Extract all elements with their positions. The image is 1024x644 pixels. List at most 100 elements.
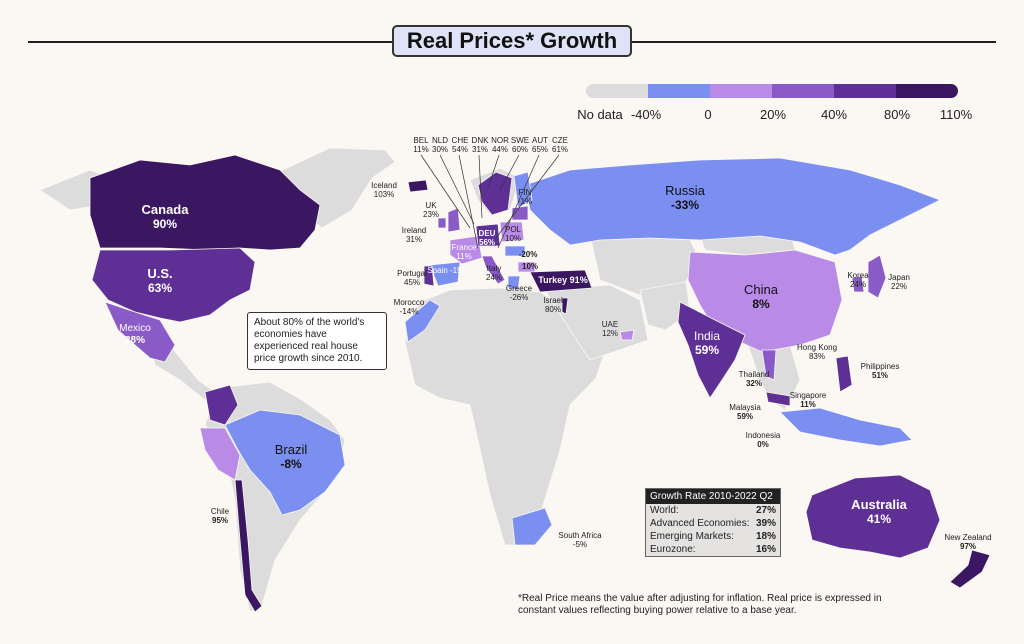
japan-shape[interactable]: [867, 254, 887, 299]
label-portugal: Portugal 45%: [397, 269, 427, 287]
europe-value-che: 54%: [451, 145, 469, 155]
europe-code-dnk: DNK: [471, 136, 489, 145]
hungary-shape[interactable]: [504, 245, 526, 257]
israel-shape[interactable]: [561, 297, 569, 315]
iceland-shape[interactable]: [407, 179, 429, 193]
legend-label-40: 40%: [820, 107, 848, 122]
legend-swatch-20-40: [772, 84, 834, 98]
legend-swatch-nodata: [586, 84, 648, 98]
label-india-value: 59%: [694, 342, 720, 357]
growth-row-label: Emerging Markets:: [650, 531, 734, 542]
label-uk-name: UK: [425, 201, 437, 210]
baltic-shape[interactable]: [511, 205, 529, 221]
label-italy-value: 24%: [485, 273, 503, 283]
mexico-shape[interactable]: [104, 301, 176, 363]
label-singapore: Singapore 11%: [790, 391, 826, 409]
southafrica-shape[interactable]: [511, 507, 553, 546]
indonesia-shape[interactable]: [779, 407, 913, 447]
label-canada-value: 90%: [152, 216, 178, 231]
middle-east-shape[interactable]: [544, 284, 649, 361]
portugal-shape[interactable]: [423, 265, 435, 287]
ireland-shape[interactable]: [437, 217, 447, 229]
label-greece-name: Greece: [505, 284, 533, 293]
chile-shape[interactable]: [234, 479, 263, 613]
africa-shape[interactable]: [404, 287, 607, 546]
legend-swatch-neg40-0: [648, 84, 710, 98]
label-ireland-name: Ireland: [401, 226, 427, 235]
legend-label-110: 110%: [939, 107, 973, 122]
title-rule-left: [28, 41, 394, 43]
growth-rate-title: Growth Rate 2010-2022 Q2: [646, 489, 780, 504]
label-hungary-text: -20%: [518, 250, 538, 259]
morocco-shape[interactable]: [404, 299, 441, 343]
greece-shape[interactable]: [507, 275, 521, 291]
label-russia: Russia -33%: [665, 183, 705, 213]
label-turkey-value: 91%: [569, 275, 588, 285]
label-france-value: 11%: [456, 252, 472, 262]
europe-value-nld: 30%: [431, 145, 449, 155]
pol-shape[interactable]: [499, 221, 525, 243]
label-israel: Israel 80%: [543, 296, 563, 314]
label-morocco-name: Morocco: [393, 298, 425, 307]
italy-shape[interactable]: [481, 255, 506, 285]
label-singapore-name: Singapore: [789, 391, 827, 400]
label-italy-name: Italy: [486, 264, 502, 273]
label-southafrica-value: -5%: [572, 540, 588, 550]
label-japan: Japan 22%: [888, 273, 910, 291]
label-hongkong-name: Hong Kong: [796, 343, 838, 352]
label-uae: UAE 12%: [602, 320, 618, 338]
label-southafrica: South Africa -5%: [558, 531, 601, 549]
note-box: About 80% of the world's economies have …: [247, 312, 387, 370]
legend-label-20: 20%: [759, 107, 787, 122]
spain-shape[interactable]: [429, 261, 461, 287]
label-greece: Greece -26%: [506, 284, 532, 302]
label-pol-value: 10%: [504, 234, 522, 244]
russia-shape[interactable]: [524, 157, 941, 256]
label-hungary-value: -20%: [519, 250, 538, 259]
turkey-shape[interactable]: [529, 269, 593, 293]
label-us: U.S. 63%: [147, 266, 172, 296]
malaysia-shape[interactable]: [765, 391, 791, 407]
us-shape[interactable]: [91, 247, 256, 323]
scandinavia-color-shape[interactable]: [477, 171, 513, 216]
label-turkey: Turkey 91%: [538, 275, 587, 285]
legend-swatch-0-20: [710, 84, 772, 98]
europe-label-aut: AUT 65%: [532, 136, 548, 154]
europe-label-dnk: DNK 31%: [472, 136, 489, 154]
legend-label-neg40: -40%: [630, 107, 662, 122]
europe-value-dnk: 31%: [471, 145, 489, 155]
brazil-shape[interactable]: [224, 409, 346, 516]
india-shape[interactable]: [677, 301, 746, 399]
label-china: China 8%: [744, 282, 778, 312]
uk-shape[interactable]: [447, 207, 461, 233]
europe-value-cze: 61%: [551, 145, 569, 155]
deu-shape[interactable]: [475, 223, 501, 247]
korea-shape[interactable]: [851, 275, 865, 293]
label-newzealand-name: New Zealand: [944, 533, 992, 542]
label-hongkong-value: 83%: [808, 352, 825, 362]
label-australia-name: Australia: [851, 497, 907, 512]
europe-label-bel: BEL 11%: [413, 136, 428, 154]
new-zealand-shape[interactable]: [949, 549, 991, 589]
colombia-shape[interactable]: [204, 384, 239, 426]
label-fin-name: FIN: [518, 188, 532, 197]
philippines-shape[interactable]: [835, 355, 853, 393]
canada-shape[interactable]: [89, 154, 321, 251]
growth-row: World: 27%: [646, 504, 780, 517]
australia-shape[interactable]: [805, 474, 941, 559]
europe-code-aut: AUT: [531, 136, 548, 145]
label-chile-value: 95%: [211, 516, 229, 526]
label-thailand-name: Thailand: [738, 370, 770, 379]
europe-value-aut: 65%: [531, 145, 549, 155]
label-brazil: Brazil -8%: [275, 442, 308, 472]
france-shape[interactable]: [449, 235, 483, 265]
label-mexico-value: 28%: [124, 334, 145, 346]
europe-value-swe: 60%: [511, 145, 529, 155]
label-fin-value: -1%: [517, 197, 533, 207]
thailand-shape[interactable]: [761, 349, 777, 381]
label-australia: Australia 41%: [851, 497, 907, 527]
label-canada-name: Canada: [141, 202, 189, 217]
uae-shape[interactable]: [619, 329, 635, 341]
legend-swatch-40-80: [834, 84, 896, 98]
